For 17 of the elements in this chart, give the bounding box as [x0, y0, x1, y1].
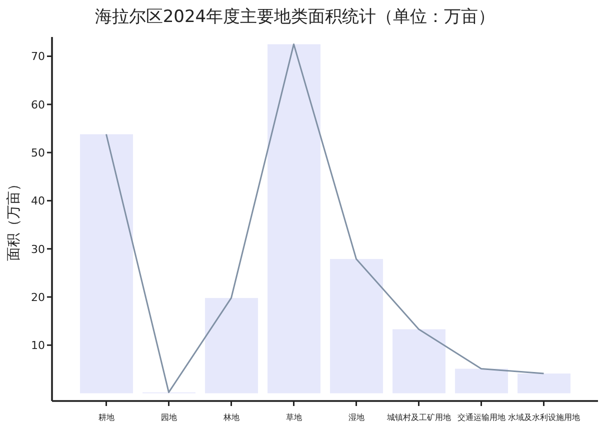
bar [80, 134, 133, 394]
bar [268, 44, 320, 394]
bar [205, 298, 258, 394]
bar [392, 329, 446, 394]
y-tick-label: 60 [31, 98, 45, 112]
y-tick-label: 20 [31, 290, 45, 304]
y-tick-label: 50 [31, 146, 45, 160]
bar [455, 368, 508, 394]
chart-title: 海拉尔区2024年度主要地类面积统计（单位：万亩） [94, 6, 496, 29]
y-tick-label: 70 [31, 50, 45, 64]
y-tick-label: 10 [31, 339, 45, 352]
y-tick-label: 40 [31, 194, 45, 208]
y-tick-label: 30 [31, 242, 45, 256]
y-axis-title: 面积（万亩） [6, 177, 22, 261]
line-series [106, 43, 544, 394]
bar [330, 258, 383, 394]
bar [518, 374, 570, 394]
